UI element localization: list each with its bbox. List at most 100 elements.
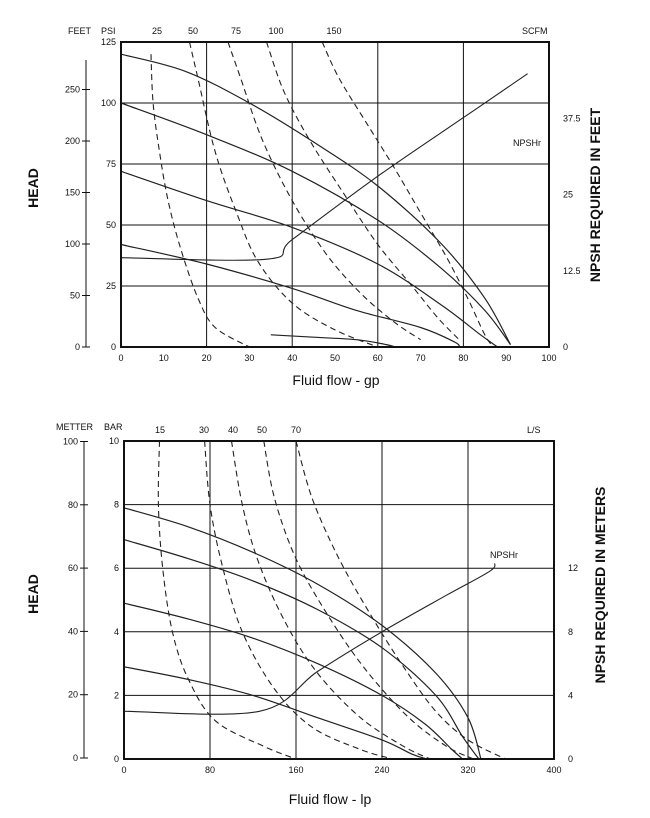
- air-curve-label: 15: [155, 425, 165, 435]
- chart-metric-units: 0 80 160 240 320 4000246810020406080100048121…: [25, 422, 608, 807]
- air-consumption-curve: [227, 41, 421, 341]
- x-tick-label: 160: [288, 765, 303, 775]
- npsh-tick-label: 12: [568, 563, 578, 573]
- npsh-tick-label: 0: [563, 342, 568, 352]
- series-line: [120, 170, 498, 348]
- x-tick-label: 10: [159, 353, 169, 363]
- chart2-ticks: 0 80 160 240 320 4000246810020406080100048121…: [63, 425, 578, 775]
- npsh-tick-label: 0: [568, 754, 573, 764]
- air-curve-label: 30: [199, 425, 209, 435]
- chart2-left-axis-title: HEAD: [25, 574, 41, 614]
- head-tick-label: 100: [63, 437, 78, 447]
- air-curve-label: 25: [152, 26, 162, 36]
- x-tick-label: 20: [202, 353, 212, 363]
- chart1-curves: [120, 41, 528, 348]
- series-line: [123, 602, 463, 760]
- chart2-bar-unit: BAR: [104, 422, 123, 432]
- x-tick-label: 60: [373, 353, 383, 363]
- x-tick-label: 400: [546, 765, 561, 775]
- x-tick-label: 70: [416, 353, 426, 363]
- chart1-grid: [121, 42, 549, 347]
- head-tick-label: 250: [65, 85, 80, 95]
- chart2-npsh-label: NPSHr: [490, 550, 518, 560]
- pressure-tick-label: 8: [114, 500, 119, 510]
- air-curve-label: 75: [231, 26, 241, 36]
- x-tick-label: 100: [541, 353, 556, 363]
- npsh-curve: [123, 563, 496, 715]
- npsh-tick-label: 37.5: [563, 113, 581, 123]
- air-consumption-curve: [230, 440, 431, 760]
- chart2-ls-unit: L/S: [527, 425, 541, 435]
- head-tick-label: 150: [65, 188, 80, 198]
- x-tick-label: 80: [205, 765, 215, 775]
- chart2-x-axis-title: Fluid flow - lp: [289, 791, 372, 807]
- series-line: [123, 507, 482, 760]
- npsh-tick-label: 25: [563, 190, 573, 200]
- chart1-scfm-unit: SCFM: [522, 26, 548, 36]
- pressure-tick-label: 6: [114, 563, 119, 573]
- air-curve-label: 70: [291, 425, 301, 435]
- chart1-psi-unit: PSI: [101, 26, 116, 36]
- series-line: [120, 102, 511, 345]
- chart1-npsh-label: NPSHr: [513, 138, 541, 148]
- npsh-tick-label: 4: [568, 690, 573, 700]
- head-tick-label: 0: [75, 342, 80, 352]
- x-tick-label: 0: [121, 765, 126, 775]
- series-line: [270, 334, 396, 348]
- series-line: [120, 243, 460, 348]
- chart1-feet-unit: FEET: [68, 26, 92, 36]
- chart1-right-axis-title: NPSH REQUIRED IN FEET: [587, 107, 603, 282]
- air-consumption-curve: [150, 54, 250, 348]
- chart1-left-axis-title: HEAD: [25, 168, 41, 208]
- air-curve-label: 50: [257, 425, 267, 435]
- series-line: [120, 53, 512, 345]
- head-tick-label: 80: [68, 500, 78, 510]
- x-tick-label: 320: [460, 765, 475, 775]
- head-tick-label: 40: [68, 626, 78, 636]
- pressure-tick-label: 25: [106, 281, 116, 291]
- x-tick-label: 240: [374, 765, 389, 775]
- head-tick-label: 60: [68, 563, 78, 573]
- chart-us-units: 0 10 20 30 40 50 60 70 80 90 100 0 25 50 75 100 125 0 50 10…: [25, 26, 603, 388]
- pressure-tick-label: 10: [109, 436, 119, 446]
- head-tick-label: 0: [73, 753, 78, 763]
- x-tick-label: 0: [118, 353, 123, 363]
- x-tick-label: 40: [287, 353, 297, 363]
- chart1-x-axis-title: Fluid flow - gp: [292, 372, 379, 388]
- air-consumption-curve: [295, 440, 506, 760]
- pressure-tick-label: 0: [114, 754, 119, 764]
- series-line: [123, 539, 480, 760]
- pressure-tick-label: 125: [101, 37, 116, 47]
- air-consumption-curve: [204, 440, 393, 760]
- head-tick-label: 200: [65, 136, 80, 146]
- x-tick-label: 90: [501, 353, 511, 363]
- x-tick-label: 30: [244, 353, 254, 363]
- chart1-frame: [120, 41, 550, 348]
- pressure-tick-label: 4: [114, 627, 119, 637]
- air-consumption-curve: [157, 440, 297, 760]
- pressure-tick-label: 100: [101, 98, 116, 108]
- pressure-tick-label: 2: [114, 690, 119, 700]
- chart1-ticks: 0 10 20 30 40 50 60 70 80 90 100 0 25 50 75 100 125 0 50 10…: [65, 26, 581, 363]
- head-tick-label: 100: [65, 239, 80, 249]
- air-curve-label: 40: [228, 425, 238, 435]
- air-curve-label: 150: [326, 26, 341, 36]
- chart2-frame: [123, 440, 555, 760]
- chart2-meter-unit: METTER: [56, 422, 93, 432]
- chart2-right-axis-title: NPSH REQUIRED IN METERS: [592, 487, 608, 684]
- head-tick-label: 20: [68, 690, 78, 700]
- pressure-tick-label: 50: [106, 220, 116, 230]
- pressure-tick-label: 0: [111, 342, 116, 352]
- npsh-curve: [120, 73, 528, 261]
- air-consumption-curve: [265, 41, 460, 341]
- x-tick-label: 50: [330, 353, 340, 363]
- air-consumption-curve: [321, 41, 494, 348]
- air-curve-label: 50: [188, 26, 198, 36]
- chart2-grid: [124, 441, 554, 759]
- npsh-tick-label: 8: [568, 627, 573, 637]
- air-curve-label: 100: [268, 26, 283, 36]
- npsh-tick-label: 12.5: [563, 266, 581, 276]
- pressure-tick-label: 75: [106, 159, 116, 169]
- chart2-curves: [123, 440, 506, 760]
